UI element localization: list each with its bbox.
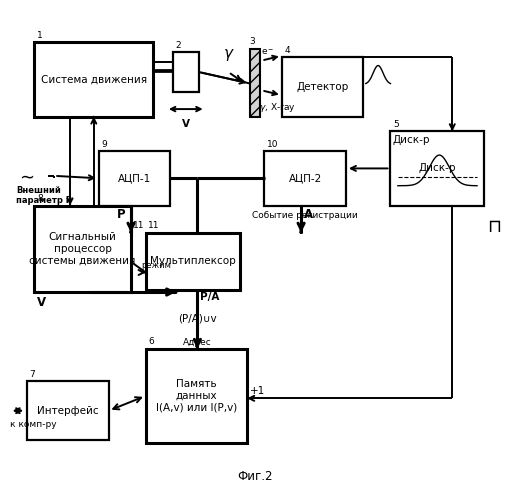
Text: P/A: P/A bbox=[200, 292, 219, 302]
FancyBboxPatch shape bbox=[146, 349, 247, 443]
Text: A: A bbox=[304, 208, 313, 221]
Text: $\gamma$, X-ray: $\gamma$, X-ray bbox=[260, 101, 296, 114]
Text: 6: 6 bbox=[148, 338, 154, 346]
Text: Диск-р: Диск-р bbox=[393, 136, 431, 145]
Text: к комп-ру: к комп-ру bbox=[10, 420, 56, 428]
Text: Внешний
параметр Р: Внешний параметр Р bbox=[16, 186, 72, 205]
Text: 1: 1 bbox=[37, 31, 43, 40]
FancyBboxPatch shape bbox=[146, 232, 240, 289]
Text: 4: 4 bbox=[284, 46, 290, 54]
FancyBboxPatch shape bbox=[173, 52, 199, 92]
Bar bbox=[249, 50, 261, 117]
FancyBboxPatch shape bbox=[27, 381, 108, 440]
FancyBboxPatch shape bbox=[99, 151, 171, 206]
Text: 8: 8 bbox=[37, 194, 43, 203]
Text: 5: 5 bbox=[393, 120, 399, 129]
FancyBboxPatch shape bbox=[35, 42, 153, 117]
Text: Событие регистрации: Событие регистрации bbox=[252, 212, 358, 220]
Text: +1: +1 bbox=[249, 386, 265, 396]
FancyBboxPatch shape bbox=[390, 132, 485, 206]
FancyBboxPatch shape bbox=[281, 57, 363, 116]
Text: 10: 10 bbox=[267, 140, 278, 148]
Text: Фиг.2: Фиг.2 bbox=[237, 470, 272, 484]
Text: Мультиплексор: Мультиплексор bbox=[150, 256, 236, 266]
Text: Сигнальный
процессор
системы движения: Сигнальный процессор системы движения bbox=[30, 232, 136, 266]
Text: 2: 2 bbox=[176, 41, 181, 50]
Text: e$^-$: e$^-$ bbox=[262, 47, 275, 56]
Text: (P/A)∪v: (P/A)∪v bbox=[178, 314, 217, 324]
Text: Система движения: Система движения bbox=[41, 74, 147, 85]
Text: 7: 7 bbox=[30, 370, 35, 378]
Text: V: V bbox=[37, 296, 46, 309]
Text: Память
данных
I(A,v) или I(P,v): Память данных I(A,v) или I(P,v) bbox=[156, 380, 237, 412]
Text: $\sim$: $\sim$ bbox=[16, 167, 35, 185]
Text: 11: 11 bbox=[148, 221, 160, 230]
Text: режим: режим bbox=[141, 261, 171, 270]
Text: $\gamma$: $\gamma$ bbox=[223, 47, 235, 63]
Text: АЦП-1: АЦП-1 bbox=[118, 174, 151, 184]
Text: 9: 9 bbox=[101, 140, 107, 148]
Text: V: V bbox=[182, 119, 190, 129]
Text: 3: 3 bbox=[249, 38, 256, 46]
Text: Детектор: Детектор bbox=[296, 82, 349, 92]
Text: Диск-р: Диск-р bbox=[419, 164, 456, 173]
Text: Адрес: Адрес bbox=[183, 338, 212, 347]
Text: P: P bbox=[117, 208, 125, 221]
Text: 11: 11 bbox=[132, 221, 144, 230]
FancyBboxPatch shape bbox=[35, 206, 131, 292]
FancyBboxPatch shape bbox=[264, 151, 346, 206]
Text: $\sqcap$: $\sqcap$ bbox=[487, 218, 501, 236]
Text: АЦП-2: АЦП-2 bbox=[289, 174, 322, 184]
Text: Интерфейс: Интерфейс bbox=[37, 406, 99, 415]
